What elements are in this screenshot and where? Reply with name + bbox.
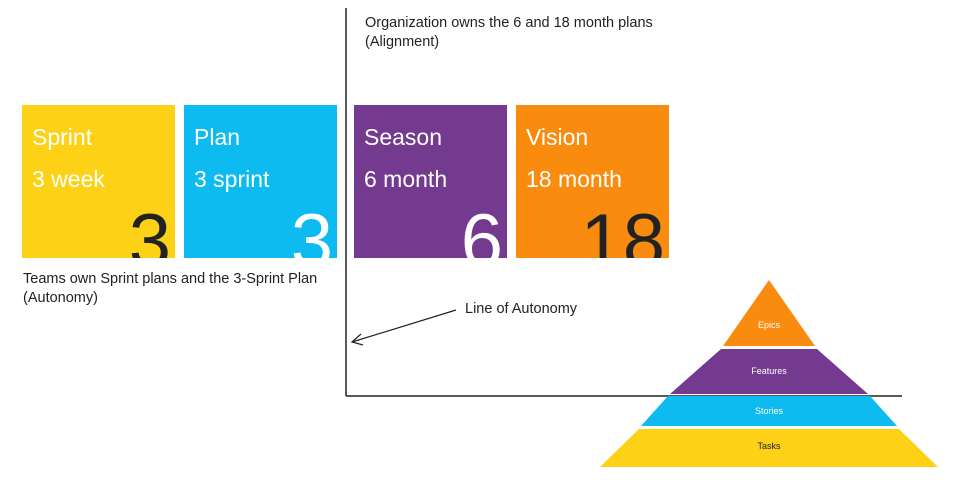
tile-title: Plan [194,124,241,150]
tile-subtitle: 3 sprint [194,166,270,192]
tile-subtitle: 18 month [526,166,622,192]
tile-plan: Plan 3 sprint 3 [184,105,337,258]
organization-note-line-1: Organization owns the 6 and 18 month pla… [365,15,653,31]
tile-title: Vision [526,124,589,150]
autonomy-arrow-line [351,309,457,343]
organization-note-line-2: (Alignment) [365,34,440,50]
tile-number: 3 [128,199,171,259]
tile-number: 3 [290,199,333,259]
tile-title: Season [364,124,443,150]
tile-vision: Vision 18 month 18 [516,105,669,258]
tile-sprint: Sprint 3 week 3 [22,105,175,258]
teams-note-line-1: Teams own Sprint plans and the 3-Sprint … [23,271,318,287]
autonomy-arrowhead [350,333,364,346]
teams-note: Teams own Sprint plans and the 3-Sprint … [23,270,317,308]
tile-number: 18 [580,199,665,259]
line-of-autonomy-label: Line of Autonomy [465,301,578,317]
pyramid-label-epics: Epics [758,320,781,330]
pyramid: Epics Features Stories Tasks [600,280,938,467]
pyramid-stories-layer [641,396,897,426]
pyramid-label-stories: Stories [755,406,784,416]
organization-note: Organization owns the 6 and 18 month pla… [365,14,653,52]
tile-season: Season 6 month 6 [354,105,507,258]
tile-number: 6 [460,199,503,259]
tile-subtitle: 6 month [364,166,448,192]
tile-subtitle: 3 week [32,166,105,192]
pyramid-label-tasks: Tasks [757,441,781,451]
tile-title: Sprint [32,124,93,150]
teams-note-line-2: (Autonomy) [23,290,98,306]
pyramid-label-features: Features [751,366,787,376]
pyramid-epics-layer [723,280,815,346]
pyramid-features-layer [670,349,868,394]
pyramid-tasks-layer [600,429,938,467]
